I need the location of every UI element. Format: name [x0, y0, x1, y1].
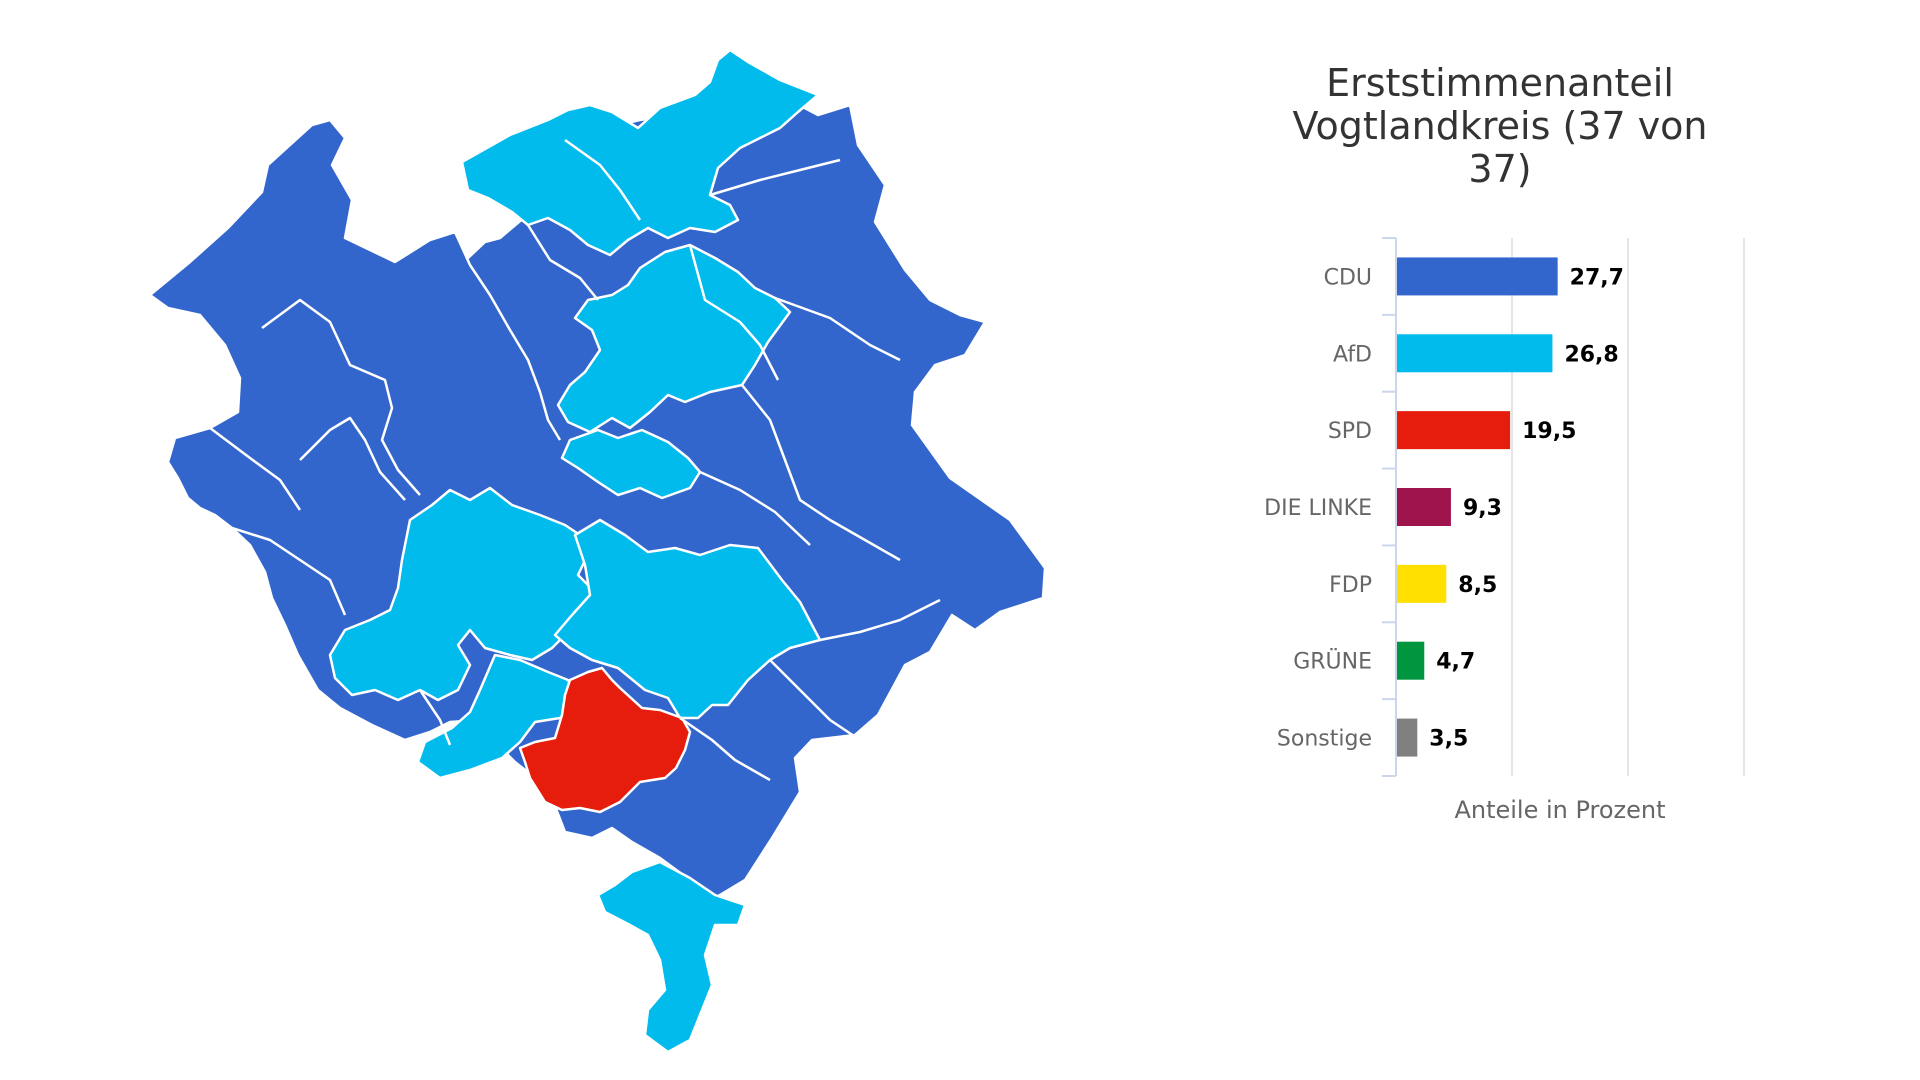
map-region-afd-west[interactable] — [328, 486, 600, 702]
map-boundaries — [209, 138, 941, 782]
category-label: Sonstige — [1277, 727, 1372, 752]
category-label: SPD — [1328, 419, 1372, 444]
map-region-afd-north[interactable] — [460, 48, 820, 257]
chart-axis — [1382, 237, 1397, 777]
bar-grüne[interactable] — [1397, 641, 1425, 680]
data-label: 19,5 — [1522, 419, 1576, 444]
bar-sonstige[interactable] — [1397, 718, 1418, 757]
data-label: 26,8 — [1564, 342, 1618, 367]
data-label: 3,5 — [1429, 727, 1468, 752]
bar-die-linke[interactable] — [1397, 488, 1451, 526]
chart-gridlines — [1511, 238, 1745, 776]
bar-cdu[interactable] — [1397, 257, 1558, 296]
bar-afd[interactable] — [1397, 334, 1553, 373]
data-label: 4,7 — [1436, 650, 1475, 675]
category-label: CDU — [1324, 265, 1372, 290]
category-label: DIE LINKE — [1264, 496, 1372, 521]
bar-spd[interactable] — [1397, 411, 1511, 450]
category-label: FDP — [1329, 573, 1372, 598]
bar-fdp[interactable] — [1397, 564, 1447, 603]
map-region-afd-center-north[interactable] — [556, 243, 792, 434]
category-label: GRÜNE — [1293, 649, 1372, 675]
map-region-afd-middle[interactable] — [560, 428, 702, 500]
x-axis-title: Anteile in Prozent — [1454, 796, 1665, 824]
data-label: 27,7 — [1570, 265, 1624, 290]
map-region-spd[interactable] — [518, 666, 692, 814]
data-label: 9,3 — [1463, 496, 1502, 521]
map-region-afd-south-tail[interactable] — [596, 860, 747, 1054]
map-region-afd-southwest[interactable] — [416, 653, 582, 780]
vogtlandkreis-map — [148, 48, 1047, 1054]
data-label: 8,5 — [1458, 573, 1497, 598]
chart-bars: CDU 27,7 AfD 26,8 SPD 19,5 DIE LINKE 9,3 FDP 8,5 G… — [1264, 257, 1624, 757]
map-region-afd-central-south[interactable] — [553, 518, 822, 720]
chart-title: Erststimmenanteil Vogtlandkreis (37 von … — [1292, 61, 1708, 191]
category-label: AfD — [1333, 342, 1372, 367]
